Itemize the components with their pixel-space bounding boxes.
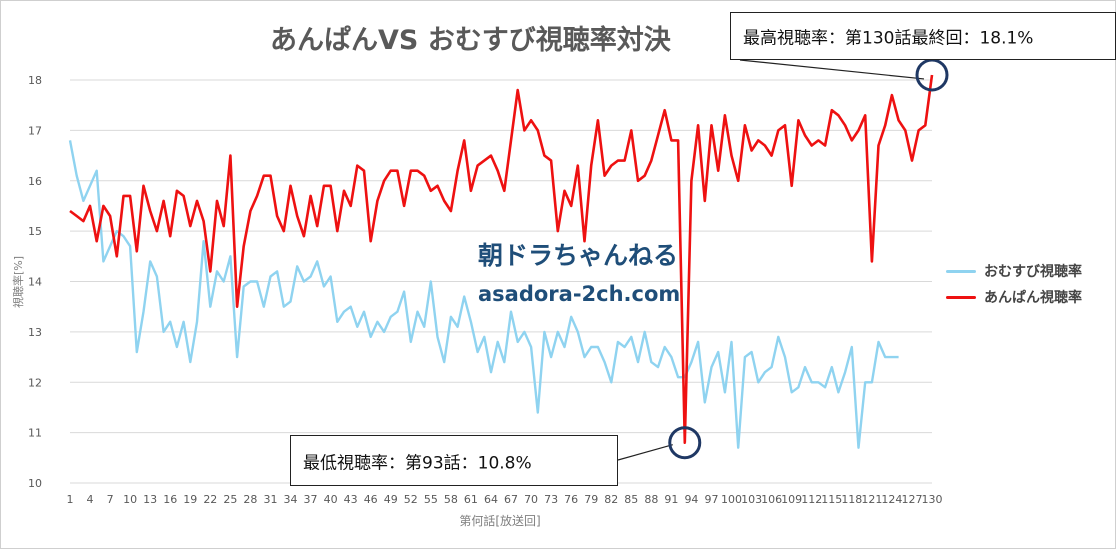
x-tick-label-115: 115 bbox=[821, 493, 842, 506]
max-rating-callout: 最高視聴率：第130話最終回：18.1% bbox=[730, 12, 1116, 60]
x-tick-label-1: 1 bbox=[67, 493, 74, 506]
legend: おむすび視聴率 あんぱん視聴率 bbox=[946, 258, 1082, 310]
x-tick-label-94: 94 bbox=[684, 493, 698, 506]
y-tick-label-10: 10 bbox=[28, 477, 42, 490]
x-tick-label-7: 7 bbox=[107, 493, 114, 506]
x-tick-label-58: 58 bbox=[444, 493, 458, 506]
legend-swatch-anpan bbox=[946, 295, 976, 299]
x-tick-label-103: 103 bbox=[741, 493, 762, 506]
x-tick-label-91: 91 bbox=[664, 493, 678, 506]
x-tick-label-16: 16 bbox=[163, 493, 177, 506]
y-tick-label-15: 15 bbox=[28, 225, 42, 238]
x-tick-label-121: 121 bbox=[861, 493, 882, 506]
callout-leaders bbox=[617, 59, 925, 461]
x-tick-label-130: 130 bbox=[922, 493, 943, 506]
x-tick-label-88: 88 bbox=[644, 493, 658, 506]
x-tick-label-52: 52 bbox=[404, 493, 418, 506]
x-tick-label-34: 34 bbox=[284, 493, 298, 506]
x-tick-label-31: 31 bbox=[263, 493, 277, 506]
y-tick-label-16: 16 bbox=[28, 175, 42, 188]
x-tick-label-49: 49 bbox=[384, 493, 398, 506]
legend-swatch-omusubi bbox=[946, 269, 976, 273]
x-tick-label-22: 22 bbox=[203, 493, 217, 506]
y-tick-label-17: 17 bbox=[28, 124, 42, 137]
x-tick-label-19: 19 bbox=[183, 493, 197, 506]
x-tick-label-10: 10 bbox=[123, 493, 137, 506]
y-tick-label-11: 11 bbox=[28, 427, 42, 440]
x-tick-label-97: 97 bbox=[704, 493, 718, 506]
x-axis-title: 第何話[放送回] bbox=[459, 514, 541, 528]
chart-title: あんぱんVS おむすび視聴率対決 bbox=[270, 25, 671, 56]
max-rating-marker bbox=[915, 58, 949, 92]
series-lines bbox=[68, 74, 934, 449]
highlight-markers bbox=[668, 58, 949, 460]
legend-item-anpan: あんぱん視聴率 bbox=[946, 284, 1082, 310]
x-tick-label-82: 82 bbox=[604, 493, 618, 506]
gridlines bbox=[70, 79, 932, 484]
x-tick-label-100: 100 bbox=[721, 493, 742, 506]
x-tick-label-13: 13 bbox=[143, 493, 157, 506]
x-tick-label-73: 73 bbox=[544, 493, 558, 506]
watermark-site-url: asadora-2ch.com bbox=[478, 282, 681, 306]
y-tick-label-12: 12 bbox=[28, 376, 42, 389]
x-tick-label-79: 79 bbox=[584, 493, 598, 506]
x-tick-label-67: 67 bbox=[504, 493, 518, 506]
max-rating-text: 最高視聴率：第130話最終回：18.1% bbox=[743, 28, 1034, 49]
y-tick-label-14: 14 bbox=[28, 276, 42, 289]
x-tick-label-112: 112 bbox=[801, 493, 822, 506]
min-callout-leader bbox=[617, 444, 673, 461]
x-tick-label-127: 127 bbox=[901, 493, 922, 506]
x-tick-label-28: 28 bbox=[243, 493, 257, 506]
x-tick-labels: 1 4 7 10 13 16 19 22 25 28 31 34 37 40 43 46 49 52 55 58 61 6… bbox=[67, 493, 943, 506]
x-tick-label-76: 76 bbox=[564, 493, 578, 506]
x-tick-label-64: 64 bbox=[484, 493, 498, 506]
min-rating-callout: 最低視聴率：第93話：10.8% bbox=[290, 435, 618, 486]
x-tick-label-25: 25 bbox=[223, 493, 237, 506]
legend-label-omusubi: おむすび視聴率 bbox=[984, 264, 1082, 280]
x-tick-label-37: 37 bbox=[304, 493, 318, 506]
y-axis-title: 視聴率[%] bbox=[12, 255, 25, 309]
series-line-omusubi bbox=[68, 140, 899, 449]
x-tick-label-43: 43 bbox=[344, 493, 358, 506]
x-tick-label-70: 70 bbox=[524, 493, 538, 506]
min-rating-text: 最低視聴率：第93話：10.8% bbox=[303, 453, 532, 473]
y-tick-label-18: 18 bbox=[28, 74, 42, 87]
x-tick-label-124: 124 bbox=[881, 493, 902, 506]
x-tick-label-118: 118 bbox=[841, 493, 862, 506]
x-tick-label-85: 85 bbox=[624, 493, 638, 506]
x-tick-label-61: 61 bbox=[464, 493, 478, 506]
y-tick-label-13: 13 bbox=[28, 326, 42, 339]
series-line-anpan bbox=[69, 74, 934, 445]
x-tick-label-106: 106 bbox=[761, 493, 782, 506]
watermark-site-name: 朝ドラちゃんねる bbox=[478, 241, 679, 270]
legend-label-anpan: あんぱん視聴率 bbox=[984, 290, 1082, 306]
x-tick-label-109: 109 bbox=[781, 493, 802, 506]
min-rating-marker bbox=[668, 426, 702, 460]
legend-item-omusubi: おむすび視聴率 bbox=[946, 258, 1082, 284]
x-tick-label-4: 4 bbox=[87, 493, 94, 506]
max-callout-leader bbox=[739, 59, 925, 80]
y-tick-labels: 10 11 12 13 14 15 16 17 18 bbox=[28, 74, 42, 490]
x-tick-label-46: 46 bbox=[364, 493, 378, 506]
x-tick-label-40: 40 bbox=[324, 493, 338, 506]
x-tick-label-55: 55 bbox=[424, 493, 438, 506]
